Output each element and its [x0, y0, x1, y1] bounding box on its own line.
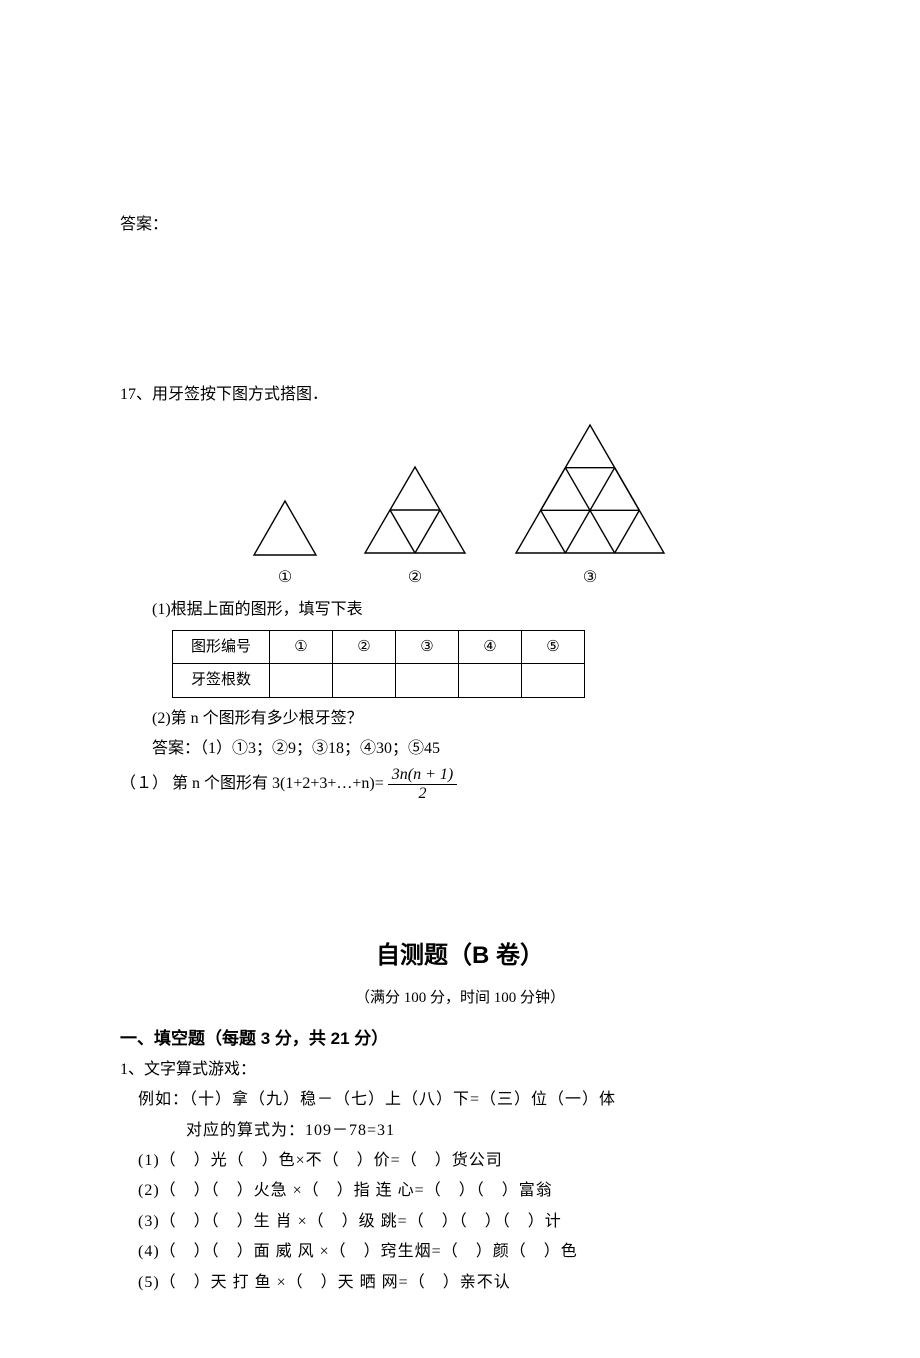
q1-body: 例如：（十）拿（九）稳－（七）上（八）下=（三）位（一）体 对应的算式为：109… [120, 1085, 800, 1298]
cell [270, 664, 333, 698]
figure-3-label: ③ [510, 563, 670, 593]
triangle-icon [360, 463, 470, 559]
table-row: 图形编号 ① ② ③ ④ ⑤ [173, 630, 585, 664]
cell-row1-label: 图形编号 [173, 630, 270, 664]
figure-1-label: ① [250, 563, 320, 593]
cell: ④ [459, 630, 522, 664]
cell: ⑤ [522, 630, 585, 664]
figure-3: ③ [510, 419, 670, 593]
figure-2: ② [360, 463, 470, 593]
fraction: 3n(n + 1) 2 [388, 766, 457, 802]
cell [396, 664, 459, 698]
list-item: (5)（ ）天 打 鱼 ×（ ）天 晒 网=（ ）亲不认 [138, 1268, 800, 1298]
triangle-icon [510, 419, 670, 559]
q17-table: 图形编号 ① ② ③ ④ ⑤ 牙签根数 [172, 630, 585, 698]
list-item: (1)（ ）光（ ）色×不（ ）价=（ ）货公司 [138, 1146, 800, 1176]
table-row: 牙签根数 [173, 664, 585, 698]
testb-subtitle: （满分 100 分，时间 100 分钟） [120, 984, 800, 1013]
q17-sub2: (2)第 n 个图形有多少根牙签？ [120, 704, 800, 734]
triangle-icon [250, 497, 320, 559]
cell-row2-label: 牙签根数 [173, 664, 270, 698]
q17-prompt: 17、用牙签按下图方式搭图． [120, 380, 800, 410]
q17-sub1: (1)根据上面的图形，填写下表 [120, 595, 800, 625]
cell: ③ [396, 630, 459, 664]
cell [459, 664, 522, 698]
list-item: (3)（ ）（ ）生 肖 ×（ ）级 跳=（ ）（ ）（ ）计 [138, 1207, 800, 1237]
testb-title: 自测题（B 卷） [120, 933, 800, 979]
cell: ① [270, 630, 333, 664]
q1-label: 1、文字算式游戏： [120, 1055, 800, 1085]
q17-answer-line: 答案：（1）①3；②9；③18；④30；⑤45 [120, 734, 800, 764]
fraction-denominator: 2 [415, 785, 431, 803]
q17-formula: （１） 第 n 个图形有 3(1+2+3+…+n)= 3n(n + 1) 2 [120, 766, 800, 802]
q17-figures: ① ② [120, 419, 800, 593]
figure-2-label: ② [360, 563, 470, 593]
formula-prefix: （１） 第 n 个图形有 3(1+2+3+…+n)= [120, 769, 384, 799]
cell [522, 664, 585, 698]
page-content: 答案： 17、用牙签按下图方式搭图． ① ② [120, 210, 800, 1298]
figure-1: ① [250, 497, 320, 593]
cell [333, 664, 396, 698]
example-line-2: 对应的算式为：109－78=31 [138, 1116, 800, 1146]
answer-label: 答案： [120, 210, 800, 240]
section1-heading: 一、填空题（每题 3 分，共 21 分） [120, 1023, 800, 1055]
example-line-1: 例如：（十）拿（九）稳－（七）上（八）下=（三）位（一）体 [138, 1085, 800, 1115]
list-item: (4)（ ）（ ）面 威 风 ×（ ）窍生烟=（ ）颜（ ）色 [138, 1237, 800, 1267]
cell: ② [333, 630, 396, 664]
list-item: (2)（ ）（ ）火急 ×（ ）指 连 心=（ ）（ ）富翁 [138, 1176, 800, 1206]
fraction-numerator: 3n(n + 1) [388, 766, 457, 784]
